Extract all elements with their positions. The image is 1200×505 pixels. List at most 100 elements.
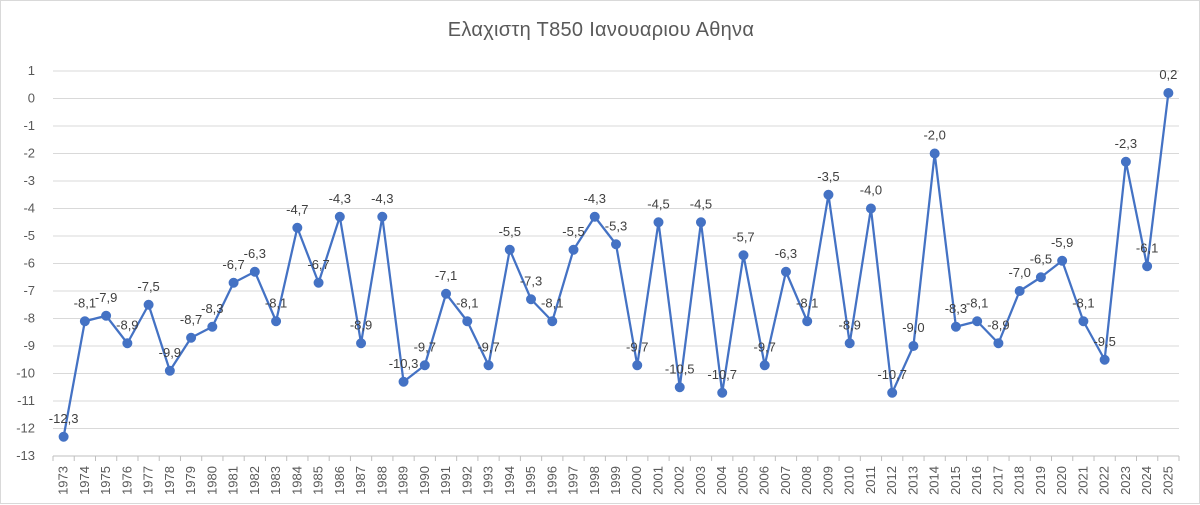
x-tick-label: 1999 xyxy=(608,466,623,495)
x-tick-label: 2015 xyxy=(948,466,963,495)
data-label: -8,9 xyxy=(350,317,372,332)
data-label: -5,7 xyxy=(732,229,754,244)
data-label: -7,9 xyxy=(95,290,117,305)
x-tick-label: 2000 xyxy=(629,466,644,495)
x-tick-label: 2014 xyxy=(927,466,942,495)
x-tick-label: 1991 xyxy=(438,466,453,495)
data-point xyxy=(504,244,515,255)
data-point xyxy=(334,211,345,222)
data-label: -4,0 xyxy=(860,183,882,198)
data-point xyxy=(1099,354,1110,365)
data-label: -9,7 xyxy=(754,339,776,354)
x-tick-label: 1985 xyxy=(311,466,326,495)
data-point xyxy=(207,321,218,332)
data-label: -7,0 xyxy=(1008,265,1030,280)
data-point xyxy=(823,189,834,200)
data-point xyxy=(1163,88,1174,98)
data-point xyxy=(802,316,813,327)
data-label: -7,3 xyxy=(520,273,542,288)
data-point xyxy=(717,387,728,398)
x-tick-label: 2008 xyxy=(799,466,814,495)
y-tick-label: -7 xyxy=(23,283,35,298)
data-point xyxy=(356,338,367,349)
data-label: -9,5 xyxy=(1093,334,1115,349)
data-label: -8,9 xyxy=(116,317,138,332)
data-point xyxy=(79,316,90,327)
data-label: -5,5 xyxy=(499,224,521,239)
x-tick-label: 2005 xyxy=(735,466,750,495)
chart-title: Ελαχιστη Τ850 Ιανουαριου Αθηνα xyxy=(447,19,755,41)
x-tick-label: 2016 xyxy=(969,466,984,495)
data-point xyxy=(887,387,898,398)
data-point xyxy=(674,382,685,393)
data-label: -8,1 xyxy=(541,295,563,310)
data-point xyxy=(1120,156,1131,167)
x-tick-label: 2013 xyxy=(905,466,920,495)
x-tick-label: 1988 xyxy=(374,466,389,495)
data-point xyxy=(398,376,409,387)
y-tick-label: -9 xyxy=(23,338,35,353)
y-tick-label: 0 xyxy=(28,91,35,106)
y-tick-label: -12 xyxy=(16,421,35,436)
x-tick-label: 1986 xyxy=(332,466,347,495)
data-label: -10,7 xyxy=(707,367,737,382)
y-tick-label: -8 xyxy=(23,311,35,326)
data-label: -8,1 xyxy=(456,295,478,310)
data-point xyxy=(950,321,961,332)
y-axis: 1 0 -1 -2 -3 -4 -5 -6 -7 -8 -9 -10 -11 -12 -13 xyxy=(16,63,35,463)
data-label: -4,5 xyxy=(647,196,669,211)
data-point xyxy=(1078,316,1089,327)
data-point xyxy=(462,316,473,327)
data-point xyxy=(993,338,1004,349)
x-tick-label: 1984 xyxy=(289,466,304,495)
data-label: -10,5 xyxy=(665,361,695,376)
data-label: -9,7 xyxy=(626,339,648,354)
data-label: -8,9 xyxy=(838,317,860,332)
data-point xyxy=(908,341,919,351)
x-tick-label: 2003 xyxy=(693,466,708,495)
data-label: -6,5 xyxy=(1030,251,1052,266)
y-tick-label: -6 xyxy=(23,256,35,271)
data-label: -6,3 xyxy=(244,246,266,261)
data-label: -10,3 xyxy=(389,356,419,371)
y-tick-label: -5 xyxy=(23,228,35,243)
x-tick-label: 1979 xyxy=(183,466,198,495)
y-tick-label: -13 xyxy=(16,448,35,463)
data-point xyxy=(844,338,855,349)
data-point xyxy=(568,244,579,255)
series-group: -12,3-8,1-7,9-8,9-7,5-9,9-8,7-8,3-6,7-6,… xyxy=(49,67,1177,442)
data-label: -7,5 xyxy=(137,279,159,294)
x-tick-label: 1982 xyxy=(247,466,262,495)
data-label: -4,3 xyxy=(584,191,606,206)
x-tick-label: 2011 xyxy=(863,466,878,494)
data-label: -2,0 xyxy=(923,128,945,143)
x-tick-label: 2021 xyxy=(1075,466,1090,495)
data-point xyxy=(101,310,112,321)
data-point xyxy=(164,365,175,376)
x-tick-label: 1997 xyxy=(566,466,581,495)
y-tick-label: -4 xyxy=(23,201,35,216)
data-point xyxy=(1142,261,1153,272)
data-label: -5,5 xyxy=(562,224,584,239)
x-axis: 1973 1974 1975 1976 1977 1978 1979 1980 1981 1982… xyxy=(52,455,1180,495)
x-tick-label: 1973 xyxy=(56,466,71,495)
data-label: -8,1 xyxy=(265,295,287,310)
data-label: -8,1 xyxy=(1072,295,1094,310)
data-label: -12,3 xyxy=(49,411,79,426)
data-label: -8,1 xyxy=(74,295,96,310)
data-label: -9,0 xyxy=(902,320,924,335)
data-point xyxy=(547,316,558,327)
y-tick-label: -3 xyxy=(23,173,35,188)
y-tick-label: 1 xyxy=(28,63,35,78)
data-label: -9,9 xyxy=(159,345,181,360)
data-label: -6,3 xyxy=(775,246,797,261)
data-point xyxy=(249,266,260,277)
data-point xyxy=(271,316,282,327)
data-label: -3,5 xyxy=(817,169,839,184)
data-point xyxy=(228,277,239,288)
data-point xyxy=(292,222,303,233)
x-tick-label: 1977 xyxy=(141,466,156,495)
x-tick-label: 2024 xyxy=(1139,466,1154,495)
data-label: -4,7 xyxy=(286,202,308,217)
